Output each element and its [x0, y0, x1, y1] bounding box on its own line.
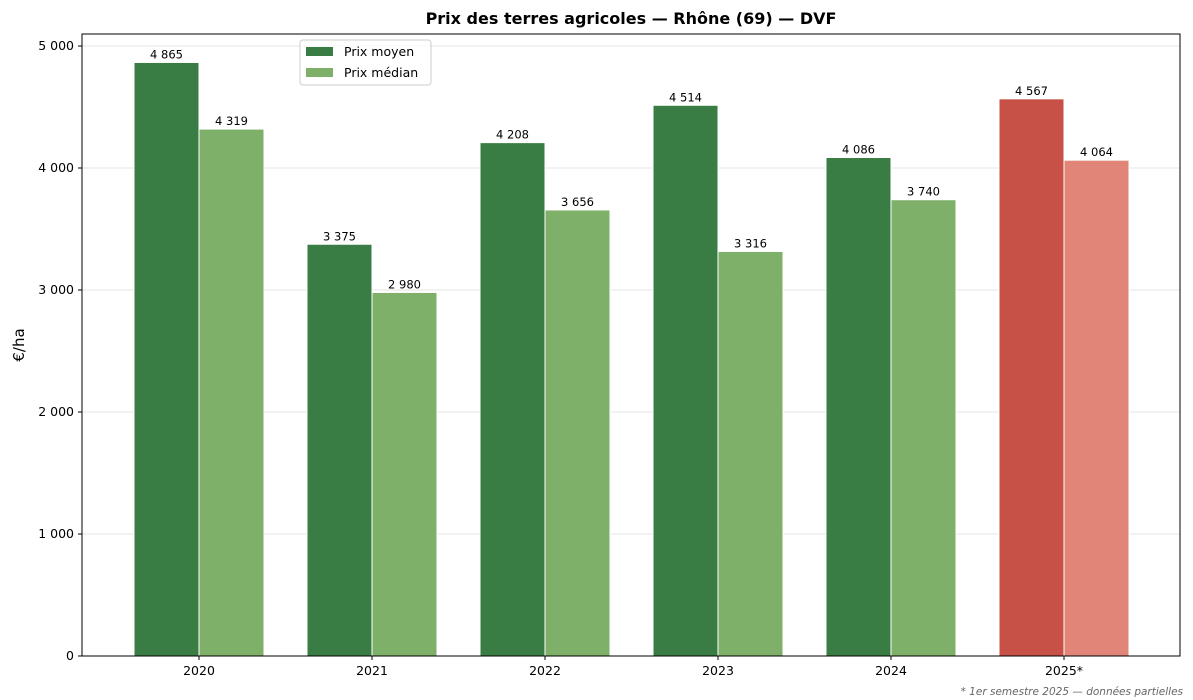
- bar-prix-median-2020: [198, 128, 265, 657]
- footnote: * 1er semestre 2025 — données partielles: [961, 686, 1184, 698]
- data-label: 2 980: [388, 277, 421, 291]
- bar-prix-median-2024: [890, 199, 957, 657]
- plot-frame: [81, 33, 1181, 657]
- bar-prix-moyen-2025*: [998, 98, 1065, 657]
- x-tick-label: 2020: [183, 663, 215, 678]
- legend-swatch-prix-moyen: [306, 47, 333, 56]
- x-tick-label: 2021: [356, 663, 388, 678]
- x-tick-label: 2024: [875, 663, 907, 678]
- data-label: 4 086: [842, 143, 875, 157]
- bar-prix-moyen-2020: [133, 61, 200, 657]
- data-label: 4 064: [1080, 145, 1113, 159]
- legend-label-prix-moyen: Prix moyen: [344, 44, 414, 59]
- data-label: 3 316: [734, 236, 767, 250]
- y-tick-label: 5 000: [38, 38, 74, 53]
- y-tick-label: 2 000: [38, 404, 74, 419]
- y-tick-label: 4 000: [38, 160, 74, 175]
- data-label: 4 208: [496, 128, 529, 142]
- data-label: 3 656: [561, 195, 594, 209]
- bar-prix-median-2022: [544, 209, 611, 657]
- bar-prix-moyen-2024: [825, 157, 892, 657]
- bar-prix-median-2021: [371, 291, 438, 657]
- y-tick-label: 3 000: [38, 282, 74, 297]
- bar-prix-moyen-2021: [306, 243, 373, 657]
- bar-prix-median-2025*: [1063, 159, 1130, 657]
- bar-prix-moyen-2023: [652, 104, 719, 657]
- data-label: 4 567: [1015, 84, 1048, 98]
- x-tick-label: 2023: [702, 663, 734, 678]
- bar-prix-moyen-2022: [479, 142, 546, 657]
- x-tick-label: 2025*: [1045, 663, 1083, 678]
- legend-swatch-prix-median: [306, 68, 333, 77]
- x-tick-label: 2022: [529, 663, 561, 678]
- y-tick-label: 0: [66, 648, 74, 663]
- legend-label-prix-median: Prix médian: [344, 65, 418, 80]
- data-label: 3 740: [907, 185, 940, 199]
- data-label: 4 319: [215, 114, 248, 128]
- data-label: 4 865: [150, 47, 183, 61]
- bar-prix-median-2023: [717, 250, 784, 657]
- data-label: 3 375: [323, 229, 356, 243]
- y-tick-label: 1 000: [38, 526, 74, 541]
- data-label: 4 514: [669, 90, 702, 104]
- legend: Prix moyen Prix médian: [299, 39, 432, 86]
- chart-title: Prix des terres agricoles — Rhône (69) —…: [426, 9, 837, 28]
- y-axis-label: €/ha: [10, 328, 28, 361]
